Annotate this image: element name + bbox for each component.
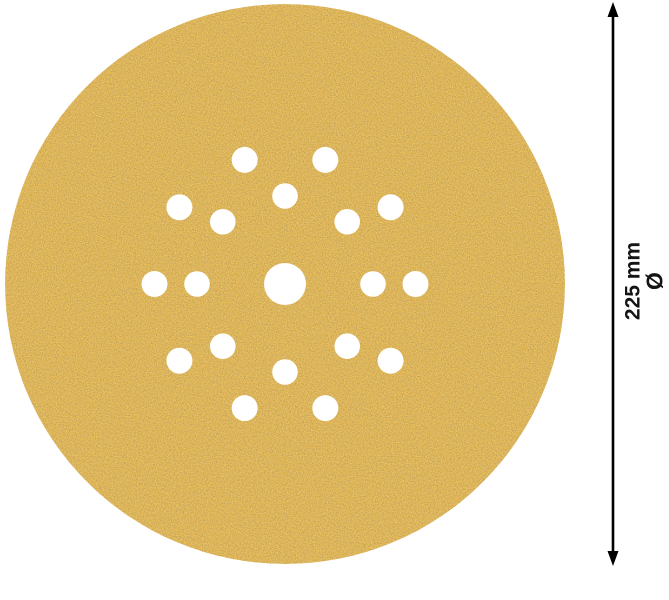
disc-grain-light [0, 0, 600, 600]
arrowhead-up-icon [607, 2, 619, 17]
dimension-arrow [607, 2, 619, 566]
diameter-symbol-icon: Ø [641, 272, 667, 290]
disc-body [0, 0, 600, 600]
arrowhead-down-icon [607, 551, 619, 566]
dimension-label: 225 mm Ø [622, 242, 668, 320]
